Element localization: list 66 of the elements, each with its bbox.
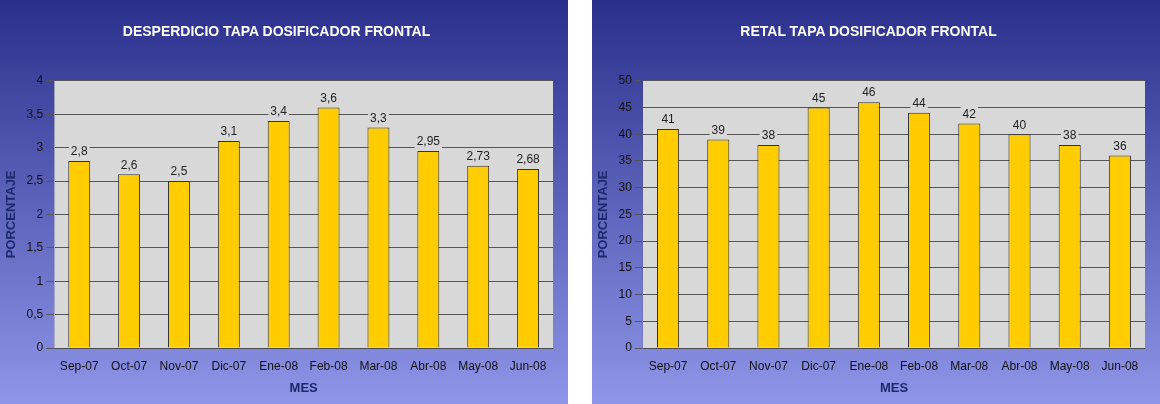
x-tick-label: Jun-08	[509, 358, 547, 373]
data-label: 3,6	[320, 90, 338, 105]
data-label: 45	[811, 90, 826, 105]
data-label: 44	[912, 96, 927, 111]
x-tick-label: Jun-08	[1101, 358, 1139, 373]
x-tick-label: Sep-07	[59, 358, 99, 373]
x-tick-label: Nov-07	[159, 358, 199, 373]
x-tick-label: Oct-07	[700, 358, 737, 373]
data-label: 2,68	[516, 152, 541, 167]
y-tick-label: 35	[618, 153, 633, 168]
x-tick-label: Dic-07	[801, 358, 837, 373]
x-tick-label: Sep-07	[648, 358, 688, 373]
x-tick-label: Oct-07	[111, 358, 148, 373]
data-label: 2,95	[416, 134, 441, 149]
chart-title: DESPERDICIO TAPA DOSIFICADOR FRONTAL	[122, 23, 431, 40]
y-tick-label: 1	[36, 273, 44, 288]
data-label: 3,1	[220, 124, 238, 139]
x-tick-label: Feb-08	[900, 358, 939, 373]
data-label: 39	[711, 122, 726, 137]
y-tick-label: 0,5	[26, 306, 44, 321]
y-tick-label: 45	[618, 99, 633, 114]
data-label: 3,4	[270, 104, 288, 119]
x-tick-label: Feb-08	[309, 358, 348, 373]
data-label: 2,6	[120, 157, 138, 172]
x-tick-label: May-08	[1049, 358, 1091, 373]
y-tick-label: 25	[618, 206, 633, 221]
data-label: 38	[761, 128, 776, 143]
data-label: 2,5	[170, 164, 188, 179]
y-axis-title: PORCENTAJE	[3, 170, 19, 259]
x-tick-label: May-08	[458, 358, 499, 373]
y-tick-label: 2,5	[26, 173, 44, 188]
x-tick-label: Abr-08	[410, 358, 447, 373]
x-tick-label: Abr-08	[1001, 358, 1038, 373]
data-label: 42	[962, 106, 977, 121]
x-axis-title: MES	[289, 379, 319, 395]
y-tick-label: 10	[618, 286, 633, 301]
x-tick-label: Mar-08	[950, 358, 989, 373]
data-label: 40	[1012, 117, 1027, 132]
y-tick-label: 40	[618, 126, 633, 141]
data-label: 3,3	[370, 110, 388, 125]
x-axis-title: MES	[879, 379, 909, 395]
y-tick-label: 0	[36, 340, 44, 355]
y-axis-title: PORCENTAJE	[595, 170, 611, 259]
x-tick-label: Nov-07	[749, 358, 789, 373]
y-tick-label: 0	[625, 340, 633, 355]
data-label: 41	[661, 112, 676, 127]
y-tick-label: 3	[36, 139, 44, 154]
y-tick-label: 2	[36, 206, 44, 221]
y-tick-label: 5	[625, 313, 633, 328]
y-tick-label: 3,5	[26, 106, 44, 121]
data-label: 38	[1063, 128, 1077, 143]
y-tick-label: 50	[618, 73, 633, 88]
y-tick-label: 20	[618, 233, 633, 248]
y-tick-label: 30	[618, 179, 633, 194]
data-label: 46	[862, 85, 876, 100]
data-label: 2,73	[466, 148, 491, 163]
x-tick-label: Ene-08	[259, 358, 299, 373]
data-label: 36	[1113, 138, 1127, 153]
chart-title: RETAL TAPA DOSIFICADOR FRONTAL	[740, 23, 998, 40]
x-tick-label: Dic-07	[211, 358, 247, 373]
y-tick-label: 15	[618, 260, 633, 275]
x-tick-label: Ene-08	[849, 358, 889, 373]
x-tick-label: Mar-08	[359, 358, 398, 373]
y-tick-label: 1,5	[26, 240, 44, 255]
y-tick-label: 4	[36, 73, 44, 88]
data-label: 2,8	[70, 144, 88, 159]
